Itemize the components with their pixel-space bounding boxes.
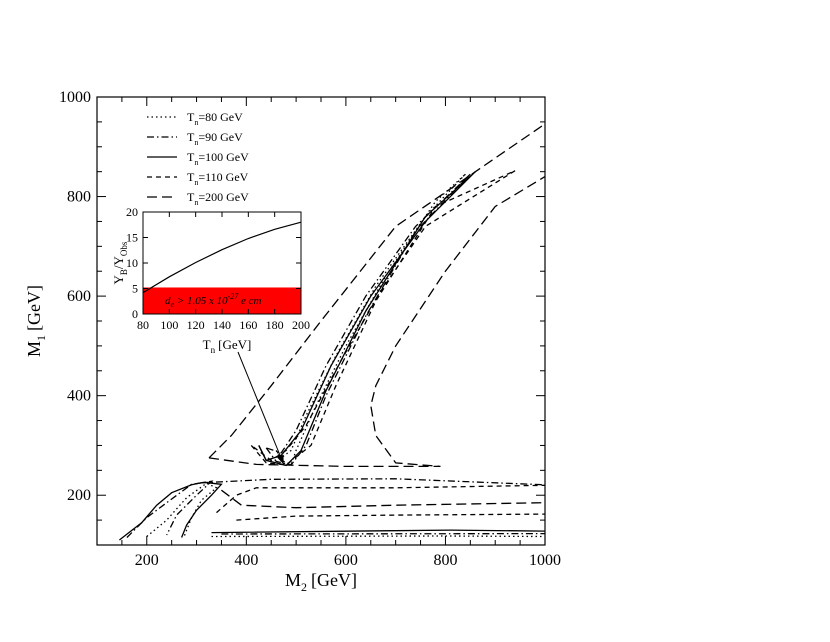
contour-series-0-segment-2 [275, 173, 466, 459]
annotation-arrow-head [277, 454, 284, 465]
legend-label: Tn=80 GeV [187, 110, 243, 127]
inset-x-tick-label: 80 [137, 318, 149, 332]
contour-series-1-segment-0 [126, 480, 214, 538]
contour-series-1-segment-2 [265, 173, 471, 454]
y-tick-label: 400 [67, 388, 91, 405]
contour-series-2-segment-1 [258, 171, 476, 467]
inset-y-tick-label: 20 [126, 205, 138, 219]
annotation-arrow-line [237, 351, 285, 465]
inset-x-tick-label: 100 [160, 318, 178, 332]
contour-series-0-segment-3 [211, 535, 546, 538]
inset-x-tick-label: 180 [266, 318, 284, 332]
inset-x-tick-label: 140 [213, 318, 231, 332]
x-tick-label: 200 [135, 552, 159, 569]
legend-label: Tn=100 GeV [187, 150, 249, 167]
x-tick-label: 800 [433, 552, 457, 569]
y-tick-label: 800 [67, 189, 91, 206]
contour-series-2-segment-3 [211, 529, 546, 534]
inset-x-axis-title: Tn [GeV] [203, 337, 252, 355]
inset-y-tick-label: 5 [132, 282, 138, 296]
inset-x-tick-label: 200 [292, 318, 310, 332]
inset-plot: 80 100 120 140 160 180 200 0 5 10 15 20 de > 1.05 x… [111, 205, 310, 355]
inset-ticks-group: 80 100 120 140 160 180 200 0 5 10 15 20 [126, 205, 310, 332]
y-tick-label: 1000 [59, 89, 91, 106]
legend-label: Tn=200 GeV [187, 190, 249, 207]
contour-series-2-segment-2 [258, 171, 476, 462]
x-tick-label: 400 [234, 552, 258, 569]
contour-series-2-segment-0 [119, 481, 223, 541]
contour-series-3-segment-3 [236, 513, 546, 521]
y-axis-title: M1[GeV] [24, 285, 48, 357]
contour-series-1-segment-4 [201, 478, 546, 486]
inset-y-tick-label: 10 [126, 256, 138, 270]
contour-series-4-segment-1 [208, 176, 546, 468]
contour-series-3-segment-1 [250, 170, 516, 462]
inset-y-axis-title: YB/YObs [111, 241, 129, 284]
annotation-arrow [237, 351, 285, 465]
inset-x-tick-label: 120 [187, 318, 205, 332]
inset-x-tick-label: 160 [239, 318, 257, 332]
main-series-group [119, 123, 546, 541]
contour-series-3-segment-0 [250, 170, 516, 466]
excluded-band-label: de > 1.05 x 10-27 e cm [165, 292, 262, 309]
inset-ratio-curve [142, 221, 302, 294]
contour-series-3-segment-2 [216, 484, 546, 514]
y-tick-label: 600 [67, 288, 91, 305]
x-tick-label: 1000 [529, 552, 561, 569]
legend: Tn=80 GeV Tn=90 GeV Tn=100 GeV Tn=110 GeV Tn… [147, 110, 249, 207]
y-tick-label: 200 [67, 487, 91, 504]
contour-series-4-segment-2 [221, 489, 546, 509]
x-tick-label: 600 [334, 552, 358, 569]
x-axis-title: M2 [GeV] [285, 570, 357, 594]
inset-y-tick-label: 0 [132, 307, 138, 321]
contour-series-4-segment-0 [208, 123, 546, 459]
legend-label: Tn=90 GeV [187, 130, 243, 147]
legend-label: Tn=110 GeV [187, 170, 249, 187]
inset-y-tick-label: 15 [126, 231, 138, 245]
